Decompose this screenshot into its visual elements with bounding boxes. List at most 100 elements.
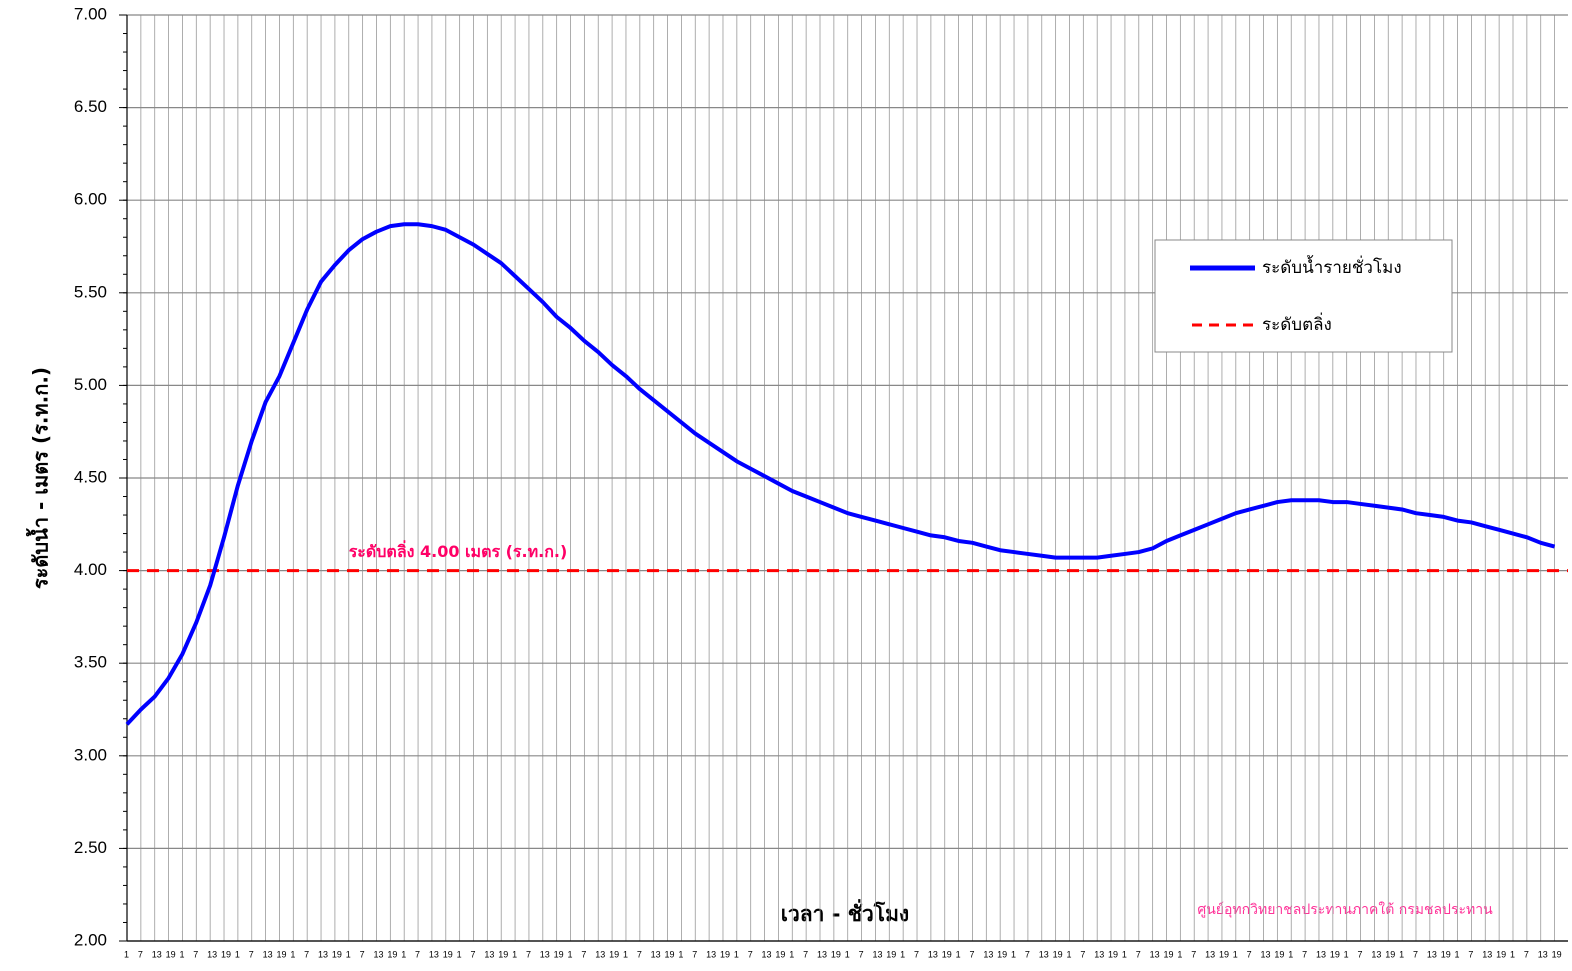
x-tick-label: 13 <box>1482 949 1492 959</box>
x-tick-label: 19 <box>775 949 785 959</box>
x-tick-label: 1 <box>1066 949 1071 959</box>
x-tick-label: 7 <box>1136 949 1141 959</box>
x-tick-label: 7 <box>249 949 254 959</box>
x-tick-label: 13 <box>872 949 882 959</box>
x-tick-label: 13 <box>540 949 550 959</box>
x-tick-label: 13 <box>1094 949 1104 959</box>
x-tick-label: 19 <box>886 949 896 959</box>
x-tick-label: 1 <box>401 949 406 959</box>
x-axis-label: เวลา - ชั่วโมง <box>781 898 909 926</box>
threshold-annotation: ระดับตลิ่ง 4.00 เมตร (ร.ท.ก.) <box>349 540 568 561</box>
x-tick-label: 1 <box>346 949 351 959</box>
x-tick-label: 7 <box>1025 949 1030 959</box>
x-tick-label: 19 <box>276 949 286 959</box>
x-tick-label: 1 <box>678 949 683 959</box>
x-tick-label: 19 <box>665 949 675 959</box>
x-tick-label: 1 <box>1344 949 1349 959</box>
x-tick-label: 7 <box>1413 949 1418 959</box>
x-tick-label: 13 <box>1039 949 1049 959</box>
y-tick-label: 2.50 <box>74 838 107 857</box>
x-tick-label: 13 <box>983 949 993 959</box>
x-tick-label: 1 <box>900 949 905 959</box>
x-tick-label: 13 <box>207 949 217 959</box>
x-tick-label: 1 <box>179 949 184 959</box>
x-tick-label: 13 <box>817 949 827 959</box>
x-tick-label: 7 <box>1358 949 1363 959</box>
x-tick-label: 7 <box>526 949 531 959</box>
y-tick-label: 7.00 <box>74 4 107 23</box>
x-tick-label: 7 <box>969 949 974 959</box>
x-tick-label: 13 <box>706 949 716 959</box>
x-tick-label: 1 <box>512 949 517 959</box>
x-tick-label: 19 <box>166 949 176 959</box>
x-tick-label: 1 <box>124 949 129 959</box>
legend-label: ระดับตลิ่ง <box>1262 312 1332 335</box>
x-tick-label: 19 <box>1496 949 1506 959</box>
y-tick-label: 4.00 <box>74 560 107 579</box>
x-tick-label: 13 <box>263 949 273 959</box>
x-tick-label: 7 <box>859 949 864 959</box>
x-tick-label: 7 <box>360 949 365 959</box>
x-tick-label: 7 <box>581 949 586 959</box>
x-tick-label: 1 <box>1177 949 1182 959</box>
y-tick-label: 3.00 <box>74 745 107 764</box>
x-tick-label: 19 <box>1219 949 1229 959</box>
x-tick-label: 7 <box>1524 949 1529 959</box>
x-tick-label: 13 <box>595 949 605 959</box>
x-tick-label: 7 <box>193 949 198 959</box>
x-tick-label: 7 <box>471 949 476 959</box>
x-tick-label: 1 <box>789 949 794 959</box>
x-tick-label: 7 <box>1191 949 1196 959</box>
x-tick-label: 1 <box>1122 949 1127 959</box>
x-tick-label: 7 <box>1468 949 1473 959</box>
x-tick-label: 19 <box>498 949 508 959</box>
x-tick-label: 19 <box>1552 949 1562 959</box>
x-tick-label: 7 <box>304 949 309 959</box>
x-tick-label: 19 <box>443 949 453 959</box>
y-axis-label: ระดับน้ำ - เมตร (ร.ท.ก.) <box>26 367 53 589</box>
x-tick-label: 13 <box>928 949 938 959</box>
x-tick-label: 19 <box>554 949 564 959</box>
x-tick-label: 19 <box>1164 949 1174 959</box>
x-tick-label: 13 <box>1316 949 1326 959</box>
x-tick-label: 19 <box>1108 949 1118 959</box>
x-tick-label: 7 <box>748 949 753 959</box>
x-tick-label: 19 <box>1053 949 1063 959</box>
x-tick-label: 19 <box>720 949 730 959</box>
x-tick-label: 13 <box>1371 949 1381 959</box>
credit: ศูนย์อุทกวิทยาชลประทานภาคใต้ กรมชลประทาน <box>1197 901 1493 918</box>
x-tick-label: 13 <box>1261 949 1271 959</box>
x-tick-label: 1 <box>734 949 739 959</box>
x-tick-label: 1 <box>457 949 462 959</box>
x-tick-label: 19 <box>1385 949 1395 959</box>
x-tick-label: 1 <box>290 949 295 959</box>
y-tick-label: 3.50 <box>74 653 107 672</box>
y-tick-label: 5.00 <box>74 375 107 394</box>
x-tick-label: 1 <box>1288 949 1293 959</box>
y-tick-label: 6.50 <box>74 97 107 116</box>
x-tick-label: 13 <box>762 949 772 959</box>
y-tick-label: 6.00 <box>74 190 107 209</box>
x-tick-label: 7 <box>637 949 642 959</box>
x-tick-label: 13 <box>1205 949 1215 959</box>
x-tick-label: 1 <box>956 949 961 959</box>
x-tick-label: 19 <box>997 949 1007 959</box>
legend-box <box>1154 239 1453 353</box>
x-tick-label: 13 <box>1427 949 1437 959</box>
x-tick-label: 19 <box>1274 949 1284 959</box>
y-tick-label: 2.00 <box>74 930 107 949</box>
x-tick-label: 1 <box>623 949 628 959</box>
x-tick-label: 13 <box>429 949 439 959</box>
x-tick-label: 1 <box>1455 949 1460 959</box>
x-tick-label: 1 <box>1011 949 1016 959</box>
x-tick-label: 1 <box>235 949 240 959</box>
x-tick-label: 7 <box>692 949 697 959</box>
x-tick-label: 1 <box>1233 949 1238 959</box>
y-tick-label: 5.50 <box>74 282 107 301</box>
x-tick-label: 13 <box>1538 949 1548 959</box>
x-tick-label: 13 <box>318 949 328 959</box>
x-tick-label: 7 <box>803 949 808 959</box>
y-tick-label: 4.50 <box>74 467 107 486</box>
